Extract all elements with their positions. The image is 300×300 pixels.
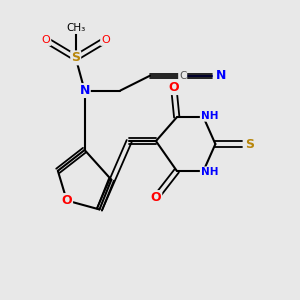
Text: O: O: [101, 35, 110, 45]
Text: N: N: [80, 84, 90, 97]
Text: O: O: [169, 81, 179, 94]
Text: O: O: [42, 35, 50, 45]
Text: S: S: [71, 51, 80, 64]
Text: NH: NH: [201, 111, 218, 121]
Text: C: C: [179, 71, 186, 81]
Text: N: N: [216, 69, 226, 82]
Text: O: O: [61, 194, 72, 207]
Text: O: O: [151, 191, 161, 204]
Text: S: S: [245, 138, 254, 151]
Text: NH: NH: [201, 167, 218, 177]
Text: CH₃: CH₃: [66, 23, 85, 33]
